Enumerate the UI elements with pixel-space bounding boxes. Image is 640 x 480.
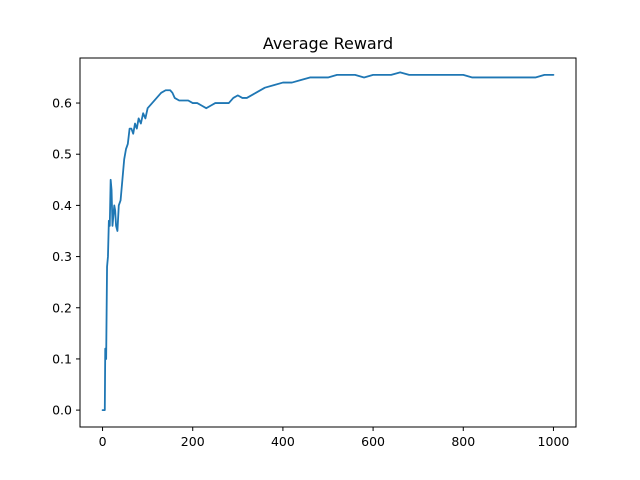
y-tick-label: 0.1 xyxy=(52,351,72,366)
y-tick-label: 0.3 xyxy=(52,249,72,264)
x-tick-label: 0 xyxy=(99,434,107,449)
x-tick-label: 400 xyxy=(271,434,295,449)
x-tick-label: 800 xyxy=(451,434,475,449)
x-tick-label: 600 xyxy=(361,434,385,449)
series-line xyxy=(101,71,555,412)
y-tick-label: 0.6 xyxy=(52,96,72,111)
x-tick-label: 200 xyxy=(181,434,205,449)
plot-frame xyxy=(79,57,577,428)
x-axis: 0 200 400 600 800 1000 xyxy=(99,427,570,449)
y-axis: 0.0 0.1 0.2 0.3 0.4 0.5 0.6 xyxy=(52,96,80,418)
x-tick-label: 1000 xyxy=(538,434,570,449)
chart-title: Average Reward xyxy=(263,34,393,53)
y-tick-label: 0.4 xyxy=(52,198,72,213)
plot-series xyxy=(101,71,555,412)
y-tick-label: 0.0 xyxy=(52,403,72,418)
y-tick-label: 0.5 xyxy=(52,147,72,162)
y-tick-label: 0.2 xyxy=(52,300,72,315)
